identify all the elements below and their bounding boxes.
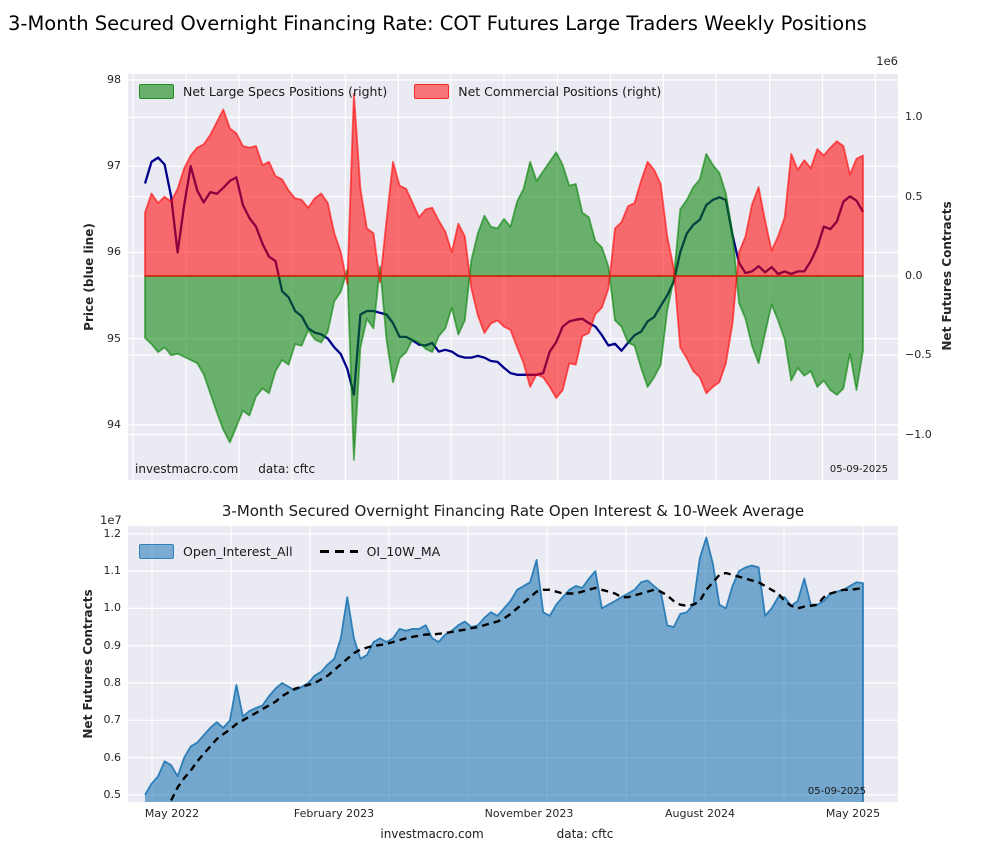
cot-positions-canvas <box>128 74 898 480</box>
tick-label: −0.5 <box>905 348 932 362</box>
legend-label-open-interest: Open_Interest_All <box>183 544 293 559</box>
source-text: data: cftc <box>258 462 316 476</box>
tick-label: 1.0 <box>905 110 923 124</box>
top-date-annotation: 05-09-2025 <box>829 464 888 475</box>
footer-source: data: cftc <box>556 827 614 841</box>
tick-label: 0.9 <box>103 638 122 652</box>
cot-positions-chart <box>128 74 898 480</box>
bottom-date-annotation: 05-09-2025 <box>807 786 866 797</box>
tick-label: 95 <box>107 331 121 345</box>
dashed-line-swatch-icon <box>319 550 358 553</box>
tick-label: February 2023 <box>293 807 375 820</box>
tick-label: 1.0 <box>103 601 122 615</box>
tick-label: 0.6 <box>103 750 122 764</box>
legend-item-ma: OI_10W_MA <box>319 544 441 559</box>
legend-item-commercials: Net Commercial Positions (right) <box>414 84 661 99</box>
tick-label: 98 <box>107 73 121 87</box>
open-interest-title: 3-Month Secured Overnight Financing Rate… <box>221 502 805 520</box>
green-area-swatch-icon <box>139 84 174 99</box>
tick-label: 1.1 <box>103 564 122 578</box>
left-axis-multiplier: 1e7 <box>100 513 122 527</box>
top-left-axis-label: Price (blue line) <box>82 223 96 331</box>
figure-title: 3-Month Secured Overnight Financing Rate… <box>8 12 867 35</box>
tick-label: 96 <box>107 245 121 259</box>
tick-label: 94 <box>107 417 121 431</box>
tick-label: 0.5 <box>103 787 122 801</box>
tick-label: 1.2 <box>103 526 122 540</box>
watermark-text: investmacro.com <box>135 462 239 476</box>
legend-label-ma: OI_10W_MA <box>366 544 441 559</box>
bottom-legend: Open_Interest_All OI_10W_MA <box>139 544 440 559</box>
tick-label: 0.0 <box>905 268 923 282</box>
tick-label: 0.8 <box>103 676 122 690</box>
footer-watermark: investmacro.com <box>380 827 484 841</box>
right-axis-multiplier: 1e6 <box>876 54 898 68</box>
tick-label: 97 <box>107 159 121 173</box>
top-legend: Net Large Specs Positions (right) Net Co… <box>139 84 661 99</box>
tick-label: August 2024 <box>665 807 735 820</box>
tick-label: 0.7 <box>103 713 122 727</box>
legend-item-specs: Net Large Specs Positions (right) <box>139 84 387 99</box>
red-area-swatch-icon <box>414 84 450 99</box>
tick-label: 0.5 <box>905 189 923 203</box>
tick-label: May 2025 <box>825 807 881 820</box>
tick-label: May 2022 <box>144 807 200 820</box>
tick-label: −1.0 <box>905 427 932 441</box>
legend-label-commercials: Net Commercial Positions (right) <box>458 84 662 99</box>
top-watermark: investmacro.com data: cftc <box>135 462 315 476</box>
open-interest-canvas <box>128 526 898 802</box>
tick-label: November 2023 <box>484 807 574 820</box>
legend-label-specs: Net Large Specs Positions (right) <box>183 84 388 99</box>
legend-item-open-interest: Open_Interest_All <box>139 544 293 559</box>
blue-area-swatch-icon <box>139 544 174 559</box>
open-interest-chart <box>128 526 898 802</box>
